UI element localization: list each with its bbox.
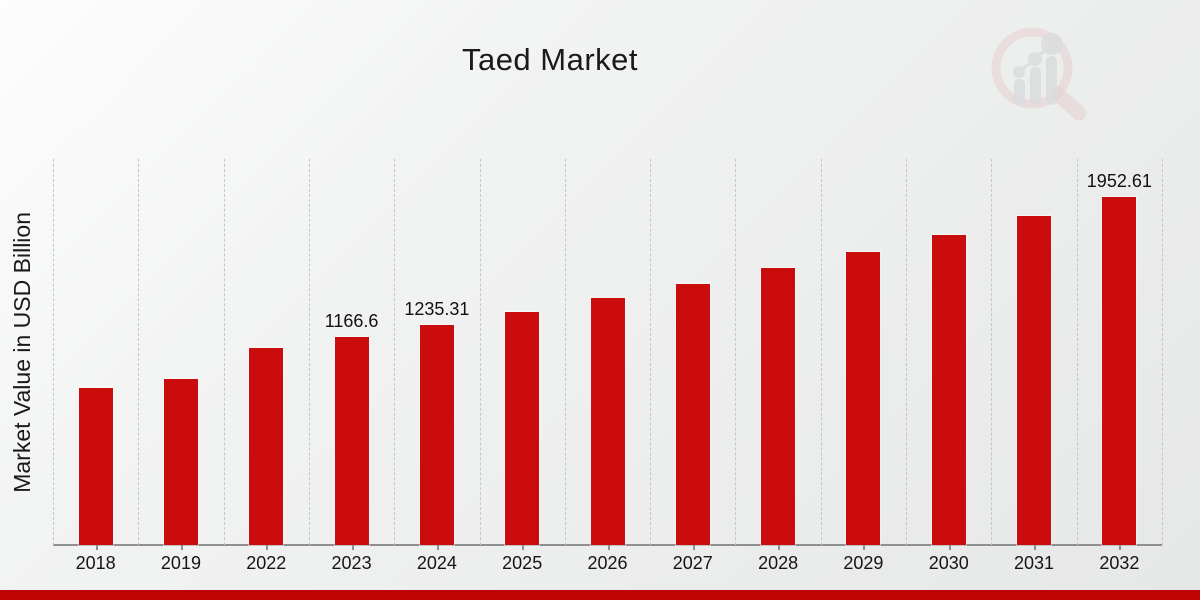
x-tick-label: 2023 <box>331 553 372 573</box>
y-axis-label: Market Value in USD Billion <box>4 159 40 545</box>
footer-red-band <box>0 590 1200 600</box>
bar-2028 <box>761 268 796 545</box>
gridline <box>53 159 54 545</box>
x-tick-label: 2032 <box>1099 553 1140 573</box>
x-tick-label: 2029 <box>843 553 884 573</box>
x-axis-tick <box>778 545 781 550</box>
bar-2024 <box>419 324 454 545</box>
bar-2026 <box>590 298 625 545</box>
x-tick-label: 2027 <box>672 553 713 573</box>
x-tick-label: 2028 <box>758 553 799 573</box>
gridline <box>735 159 737 545</box>
gridline <box>479 159 481 545</box>
bar-value-label: 1166.6 <box>324 311 379 332</box>
bar-2019 <box>163 378 198 545</box>
x-axis-tick <box>1119 545 1122 550</box>
gridline <box>906 159 908 545</box>
gridline <box>223 159 225 545</box>
gridline <box>308 159 310 545</box>
gridline <box>138 159 140 545</box>
x-axis-tick <box>863 545 866 550</box>
bar-value-label: 1235.31 <box>404 298 470 319</box>
bar-value-label: 1952.61 <box>1086 171 1152 192</box>
bar-2032 <box>1102 197 1137 545</box>
x-axis-tick <box>180 545 183 550</box>
x-axis-tick <box>1034 545 1037 550</box>
x-axis-tick <box>692 545 695 550</box>
gridline <box>1076 159 1078 545</box>
bar-2027 <box>675 283 710 545</box>
bar-2031 <box>1017 216 1052 545</box>
bar-2022 <box>249 348 284 545</box>
magnifier-bar-chart-watermark-icon <box>991 27 1087 120</box>
gridline <box>820 159 822 545</box>
x-axis-tick <box>948 545 951 550</box>
x-tick-label: 2025 <box>502 553 543 573</box>
x-tick-label: 2024 <box>416 553 457 573</box>
x-axis-tick <box>351 545 354 550</box>
x-tick-label: 2022 <box>246 553 287 573</box>
gridline <box>650 159 652 545</box>
bar-2029 <box>846 251 881 545</box>
chart-title: Taed Market <box>461 42 639 77</box>
x-axis-tick <box>607 545 610 550</box>
bar-2030 <box>931 234 966 545</box>
y-axis-label-text: Market Value in USD Billion <box>8 211 35 493</box>
x-tick-label: 2018 <box>75 553 116 573</box>
gridline <box>991 159 993 545</box>
gridline <box>394 159 396 545</box>
bar-2018 <box>78 388 113 545</box>
x-axis-tick <box>436 545 439 550</box>
x-tick-label: 2030 <box>928 553 969 573</box>
bar-2023 <box>334 337 369 545</box>
x-axis-tick <box>266 545 269 550</box>
gridline <box>564 159 566 545</box>
plot-area: 2018 2019 2022 1166.6 2023 1235.31 2024 2025 202… <box>53 159 1163 573</box>
x-tick-label: 2031 <box>1014 553 1055 573</box>
x-axis-tick <box>522 545 525 550</box>
gridline <box>1162 159 1163 545</box>
x-tick-label: 2019 <box>160 553 201 573</box>
x-tick-label: 2026 <box>587 553 628 573</box>
bar-2025 <box>505 311 540 545</box>
x-axis-tick <box>95 545 98 550</box>
